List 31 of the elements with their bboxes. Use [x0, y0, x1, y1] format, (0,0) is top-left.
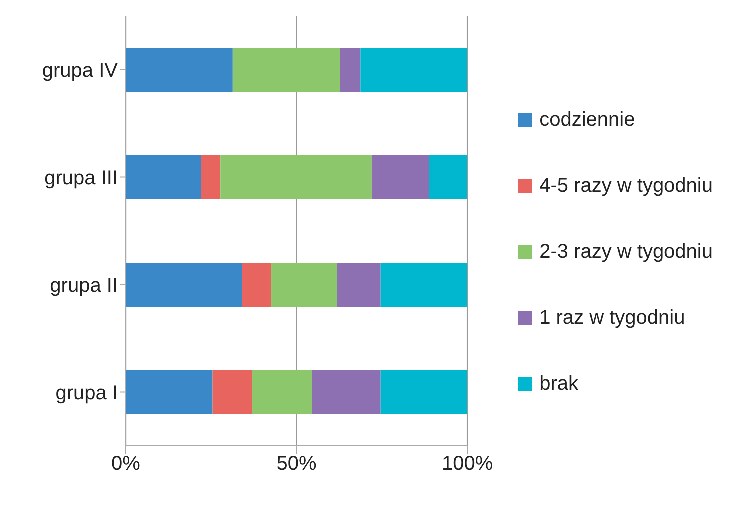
y-tick-label: grupa I — [56, 382, 118, 404]
legend-label: codziennie — [540, 108, 636, 132]
bar — [380, 263, 468, 307]
y-tick-label: grupa IV — [42, 60, 119, 82]
bar — [242, 263, 272, 307]
bar — [380, 370, 468, 414]
legend-label: 2-3 razy w tygodniu — [540, 240, 713, 264]
bar — [126, 263, 242, 307]
bar — [312, 370, 381, 414]
bar — [201, 156, 221, 200]
y-tick-label: grupa II — [50, 274, 118, 297]
bar — [126, 48, 233, 92]
x-tick-label: 50% — [276, 453, 318, 476]
bar — [372, 156, 430, 200]
legend-label: 1 raz w tygodniu — [540, 306, 686, 330]
bar — [220, 156, 372, 200]
bar — [212, 370, 252, 414]
y-tick-label: grupa III — [44, 167, 118, 190]
x-tick-label: 0% — [112, 453, 141, 476]
bar — [337, 263, 381, 307]
legend-label: 4-5 razy w tygodniu — [540, 174, 713, 198]
bar — [360, 48, 468, 92]
bar — [232, 48, 340, 92]
bar — [126, 156, 202, 200]
bar — [429, 156, 468, 200]
bar — [272, 263, 338, 307]
legend-label: brak — [540, 372, 578, 396]
bar — [126, 370, 213, 414]
bar — [252, 370, 312, 414]
x-tick-label: 100% — [442, 453, 494, 476]
bar — [340, 48, 361, 92]
